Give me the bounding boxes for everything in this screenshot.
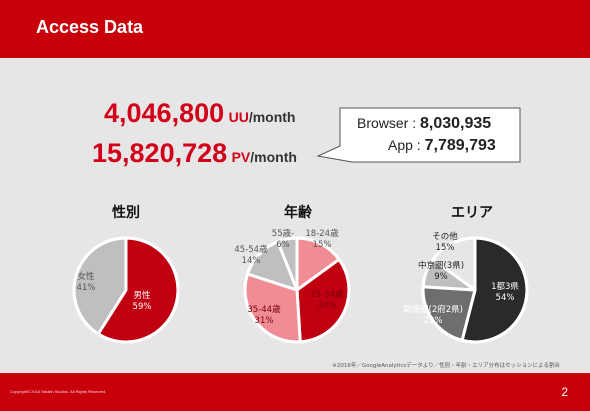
browser-value: 8,030,935 xyxy=(420,115,492,132)
uu-stat: 4,046,800 UU/month xyxy=(104,98,295,129)
pie-2-label-3: その他 15% xyxy=(432,231,458,253)
pie-2-label-0: 1都3県 54% xyxy=(491,282,519,303)
app-label: App : xyxy=(388,137,425,153)
pie-2-label-1: 関西圏(2府2県) 22% xyxy=(403,304,463,326)
pv-unit: PV xyxy=(231,149,251,165)
footer-bar: Copyright© 2016 Stealth Studios. All Rig… xyxy=(0,373,590,411)
pie-1-label-0: 18-24歳 15% xyxy=(305,228,339,250)
age-chart-title: 年齢 xyxy=(284,205,312,221)
gender-chart-title: 性別 xyxy=(112,205,140,221)
browser-label: Browser : xyxy=(357,115,421,131)
pie-0-label-0: 男性 59% xyxy=(133,290,152,312)
pie-1-ring xyxy=(243,236,351,344)
page-title: Access Data xyxy=(36,17,144,37)
pie-2-label-2: 中京圏(3県) 9% xyxy=(418,260,464,282)
app-line: App : 7,789,793 xyxy=(388,137,496,155)
pie-2-ring xyxy=(421,236,529,344)
app-value: 7,789,793 xyxy=(424,137,496,154)
pie-0-ring xyxy=(72,236,180,344)
pv-per-month: /month xyxy=(250,149,297,165)
pv-value: 15,820,728 xyxy=(92,138,228,168)
pie-0-label-1: 女性 41% xyxy=(77,271,96,293)
pie-1-label-2: 35-44歳 31% xyxy=(247,304,281,326)
area-chart-title: エリア xyxy=(451,205,493,221)
browser-line: Browser : 8,030,935 xyxy=(357,115,491,133)
uu-value: 4,046,800 xyxy=(104,98,225,128)
pie-1-label-4: 55歳-6% xyxy=(272,228,294,250)
copyright-text: Copyright© 2016 Stealth Studios. All Rig… xyxy=(10,389,107,394)
uu-unit: UU xyxy=(228,109,249,125)
uu-per-month: /month xyxy=(248,109,296,125)
source-note: ※2016年／GoogleAnalyticsデータより／性別・年齢・エリア分布は… xyxy=(332,363,560,369)
pie-1-label-1: 25-34歳 34% xyxy=(310,289,344,311)
header-bar: Access Data xyxy=(0,0,590,58)
pie-1-label-3: 45-54歳 14% xyxy=(234,244,268,266)
page-number: 2 xyxy=(561,385,568,399)
pv-stat: 15,820,728 PV/month xyxy=(92,138,297,169)
